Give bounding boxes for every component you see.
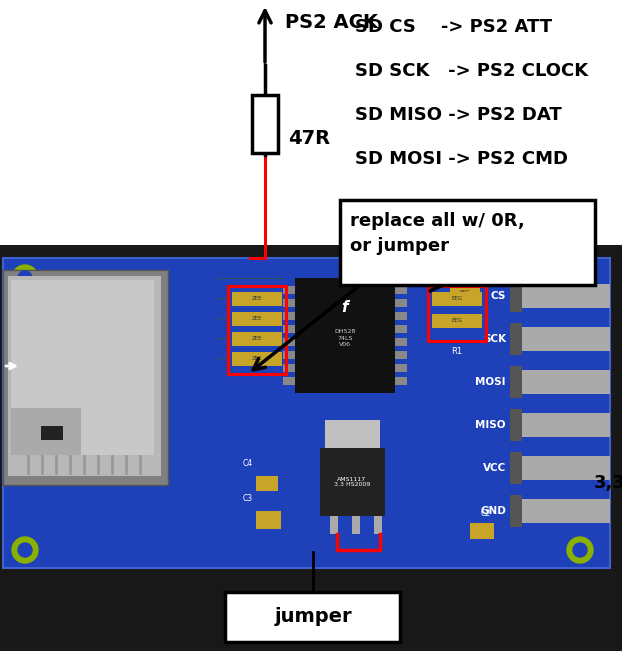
Bar (522, 370, 610, 394)
Bar (522, 499, 610, 523)
Text: DH528
74LS
V06: DH528 74LS V06 (334, 329, 356, 347)
Text: EEG: EEG (460, 273, 470, 279)
Bar (510, 452, 522, 484)
Text: C2: C2 (481, 509, 491, 518)
Bar (3, 270, 168, 485)
Text: C4: C4 (243, 459, 253, 468)
Circle shape (567, 265, 593, 291)
Text: SD CS    -> PS2 ATT: SD CS -> PS2 ATT (355, 18, 552, 36)
Text: 3,3V: 3,3V (594, 474, 622, 492)
Text: MOSI: MOSI (475, 377, 506, 387)
Text: MISO: MISO (475, 420, 506, 430)
Bar (330, 516, 338, 534)
Bar (256, 511, 281, 529)
Bar (470, 523, 494, 539)
Bar (522, 413, 610, 437)
Bar (232, 292, 282, 306)
Bar (41, 426, 63, 440)
Text: C3: C3 (243, 494, 253, 503)
Bar (395, 364, 407, 372)
Bar (283, 325, 295, 333)
Text: ZEE: ZEE (252, 296, 262, 301)
Bar (283, 312, 295, 320)
Bar (232, 312, 282, 326)
Bar (320, 448, 385, 516)
Text: EEG: EEG (452, 296, 463, 301)
Text: replace all w/ 0R,
or jumper: replace all w/ 0R, or jumper (350, 212, 525, 255)
Bar (232, 352, 282, 366)
Circle shape (18, 543, 32, 557)
Bar (510, 409, 522, 441)
Circle shape (567, 537, 593, 563)
Circle shape (18, 271, 32, 285)
Bar (522, 456, 610, 480)
Bar (3, 258, 610, 568)
Text: AMS1117
3.3 HS2009: AMS1117 3.3 HS2009 (334, 477, 370, 488)
Text: ZEE: ZEE (252, 337, 262, 342)
Bar (450, 270, 480, 283)
Bar (374, 516, 382, 534)
Bar (256, 476, 278, 491)
Bar (510, 280, 522, 312)
Text: SCK: SCK (483, 334, 506, 344)
Bar (432, 292, 482, 306)
Text: 47R: 47R (288, 128, 330, 148)
Circle shape (573, 271, 587, 285)
Text: R1: R1 (452, 346, 463, 355)
Circle shape (573, 543, 587, 557)
Text: jumper: jumper (274, 607, 352, 626)
Bar (395, 286, 407, 294)
Text: PS2 ACK: PS2 ACK (285, 12, 378, 31)
Bar (522, 327, 610, 351)
Text: EEG: EEG (452, 318, 463, 324)
Bar (395, 299, 407, 307)
Bar (11, 408, 81, 455)
Bar (522, 284, 610, 308)
Bar (340, 200, 595, 285)
Bar (395, 351, 407, 359)
Bar (232, 332, 282, 346)
Bar (450, 287, 480, 300)
Bar (283, 338, 295, 346)
Bar (295, 278, 395, 393)
Bar (510, 323, 522, 355)
Bar (395, 325, 407, 333)
Circle shape (12, 265, 38, 291)
Bar (428, 286, 486, 341)
Bar (325, 420, 380, 450)
Text: EEG: EEG (460, 290, 470, 296)
Bar (3, 258, 610, 568)
Bar (283, 286, 295, 294)
Bar (0, 245, 622, 651)
Bar (283, 364, 295, 372)
Text: ZEE: ZEE (252, 357, 262, 361)
Bar (283, 377, 295, 385)
Bar (252, 95, 278, 153)
Circle shape (12, 537, 38, 563)
Text: VCC: VCC (483, 463, 506, 473)
Bar (8, 276, 161, 476)
Bar (283, 299, 295, 307)
Text: SD MOSI -> PS2 CMD: SD MOSI -> PS2 CMD (355, 150, 568, 168)
Bar (225, 592, 400, 642)
Bar (395, 377, 407, 385)
Text: SD MISO -> PS2 DAT: SD MISO -> PS2 DAT (355, 106, 562, 124)
Bar (228, 286, 286, 374)
Text: CS: CS (491, 291, 506, 301)
Text: ZEE: ZEE (252, 316, 262, 322)
Bar (395, 312, 407, 320)
Bar (510, 366, 522, 398)
Text: GND: GND (480, 506, 506, 516)
Bar (11, 280, 154, 455)
Bar (352, 516, 360, 534)
Text: f: f (341, 301, 348, 316)
Text: SD SCK   -> PS2 CLOCK: SD SCK -> PS2 CLOCK (355, 62, 588, 80)
Bar (283, 351, 295, 359)
Bar (395, 338, 407, 346)
Bar (510, 495, 522, 527)
Bar (432, 314, 482, 328)
